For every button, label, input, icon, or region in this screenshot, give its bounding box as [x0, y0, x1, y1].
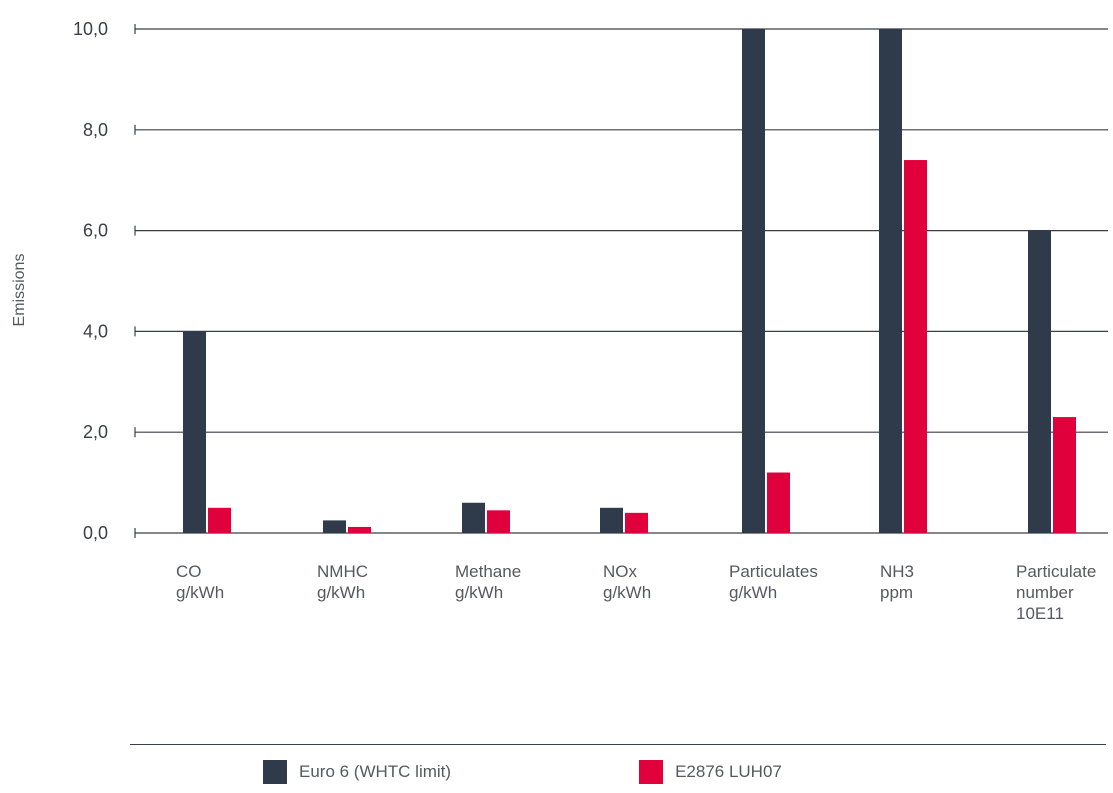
- bar-euro6-3: [600, 507, 623, 533]
- x-tick-label-line: NMHC: [317, 562, 368, 581]
- bar-euro6-2: [462, 502, 485, 533]
- x-tick-label-line: g/kWh: [729, 583, 777, 602]
- x-tick-label-line: CO: [176, 562, 202, 581]
- legend-item-euro6: Euro 6 (WHTC limit): [263, 760, 451, 784]
- x-tick-label-line: g/kWh: [455, 583, 503, 602]
- bar-euro6-6: [1028, 230, 1051, 533]
- x-tick-label-line: Particulates: [729, 562, 818, 581]
- x-tick-label-line: Particulate: [1016, 562, 1096, 581]
- x-tick-label: CO g/kWh: [176, 562, 224, 602]
- legend-label-e2876: E2876 LUH07: [675, 762, 782, 781]
- x-tick-label: NH3 ppm: [880, 562, 914, 602]
- bar-euro6-0: [183, 331, 206, 533]
- y-axis-ticks: 0,0 2,0 4,0 6,0 8,0 10,0: [73, 19, 108, 543]
- x-tick-label-line: Methane: [455, 562, 521, 581]
- y-tick-label: 8,0: [83, 120, 108, 140]
- bar-e2876-0: [208, 507, 231, 533]
- x-tick-label: NOx g/kWh: [603, 562, 651, 602]
- x-tick-label: Particulates g/kWh: [729, 562, 818, 602]
- legend: Euro 6 (WHTC limit) E2876 LUH07: [263, 760, 782, 784]
- x-tick-label: Particulate number 10E11: [1016, 562, 1096, 623]
- x-tick-label-line: ppm: [880, 583, 913, 602]
- grid-lines: [134, 24, 1108, 538]
- bars: [183, 29, 1076, 534]
- legend-swatch-e2876: [639, 760, 664, 784]
- bar-e2876-1: [348, 526, 371, 533]
- legend-label-euro6: Euro 6 (WHTC limit): [299, 762, 452, 781]
- y-tick-label: 6,0: [83, 221, 108, 241]
- x-tick-label-line: NH3: [880, 562, 914, 581]
- bar-e2876-4: [767, 472, 790, 533]
- x-tick-label: NMHC g/kWh: [317, 562, 368, 602]
- legend-divider: [130, 744, 1106, 745]
- y-tick-label: 0,0: [83, 523, 108, 543]
- x-tick-label-line: g/kWh: [603, 583, 651, 602]
- y-tick-label: 4,0: [83, 321, 108, 341]
- bar-euro6-5: [879, 29, 902, 533]
- y-axis-label: Emissions: [11, 254, 28, 327]
- x-tick-label-line: g/kWh: [317, 583, 365, 602]
- bar-e2876-6: [1053, 417, 1076, 533]
- bar-euro6-1: [323, 520, 346, 533]
- bar-e2876-5: [904, 160, 927, 534]
- x-tick-label: Methane g/kWh: [455, 562, 521, 602]
- bar-e2876-2: [487, 510, 510, 533]
- bar-euro6-4: [742, 29, 765, 533]
- x-tick-label-line: number: [1016, 583, 1074, 602]
- legend-item-e2876: E2876 LUH07: [639, 760, 782, 784]
- x-tick-label-line: 10E11: [1016, 604, 1064, 623]
- y-tick-label: 2,0: [83, 422, 108, 442]
- x-tick-label-line: NOx: [603, 562, 638, 581]
- x-tick-label-line: g/kWh: [176, 583, 224, 602]
- y-tick-label: 10,0: [73, 19, 108, 39]
- legend-swatch-euro6: [263, 760, 287, 784]
- bar-e2876-3: [625, 512, 648, 533]
